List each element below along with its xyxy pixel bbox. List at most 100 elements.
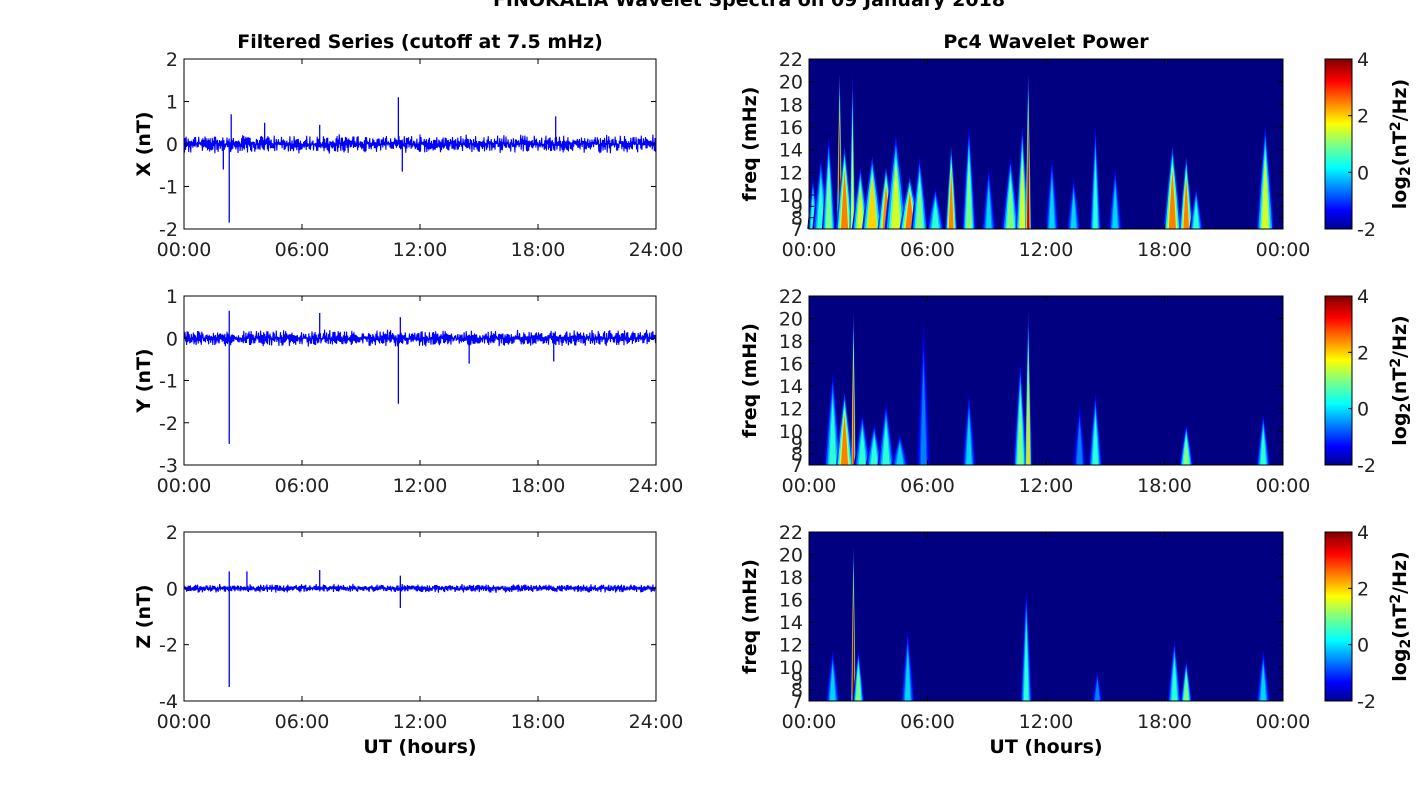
colorbar-gradient <box>1324 58 1353 230</box>
heatmap-event <box>867 177 877 229</box>
y-tick-label: 18 <box>779 567 803 589</box>
y-tick-label: 10 <box>779 421 803 443</box>
heatmap-event <box>948 170 954 229</box>
y-tick-label: 20 <box>779 309 803 331</box>
heatmap-event <box>1023 620 1029 701</box>
colorbar-label-part: log <box>1389 176 1411 209</box>
colorbar-label-part: log <box>1389 413 1411 446</box>
y-tick-label: 12 <box>779 399 803 421</box>
x-tick-label: 00:00 <box>157 475 212 497</box>
y-tick-label: 22 <box>779 49 803 71</box>
colorbar-label-part: (nT <box>1389 131 1411 166</box>
heatmap-event <box>1017 391 1024 465</box>
heatmap-event <box>1260 664 1267 701</box>
heatmap-event <box>896 443 904 465</box>
heatmap-event <box>1168 170 1176 229</box>
heatmap-event <box>829 399 837 465</box>
x-tick-label: 00:00 <box>782 475 837 497</box>
colorbar-tick-label: 4 <box>1357 522 1369 544</box>
heatmap-background <box>809 59 1283 229</box>
heatmap-event <box>1092 413 1099 465</box>
heatmap-event <box>1193 199 1199 229</box>
heatmap-event <box>1027 118 1030 229</box>
heatmap-event <box>1026 355 1030 465</box>
x-tick-label: 12:00 <box>1019 711 1074 733</box>
colorbar-label-part: /Hz) <box>1389 551 1411 594</box>
y-tick-label: 16 <box>779 117 803 139</box>
y-axis-label: freq (mHz) <box>739 87 761 202</box>
series-panel-y: -3 -2 -1 0 1 00:00 06:00 12:00 18:00 24:00 Y (nT) <box>133 286 683 497</box>
right-xaxis-label: UT (hours) <box>989 736 1102 758</box>
heatmap-event <box>856 664 861 701</box>
colorbar-tick-label: 2 <box>1357 342 1369 364</box>
colorbar-label-part: 2 <box>1388 358 1404 368</box>
x-tick-label: 00:00 <box>782 239 837 261</box>
colorbar-label-part: (nT <box>1389 604 1411 639</box>
x-tick-label: 24:00 <box>629 239 684 261</box>
y-tick-label: 0 <box>166 578 178 600</box>
y-tick-label: 9 <box>791 668 803 690</box>
figure-suptitle: FINOKALIA Wavelet Spectra on 09 January … <box>493 0 1005 11</box>
y-tick-label: 2 <box>166 49 178 71</box>
heatmap-event <box>1019 155 1026 229</box>
heatmap-event <box>852 355 855 465</box>
y-tick-label: 2 <box>166 522 178 544</box>
colorbar-tick-label: 2 <box>1357 578 1369 600</box>
heatmap-event <box>1112 184 1118 229</box>
y-tick-label: -1 <box>159 177 178 199</box>
x-tick-label: 00:00 <box>782 711 837 733</box>
y-tick-label: 8 <box>791 444 803 466</box>
x-tick-label: 12:00 <box>393 711 448 733</box>
x-tick-label: 12:00 <box>1019 475 1074 497</box>
y-tick-label: 16 <box>779 354 803 376</box>
series-line <box>183 329 657 347</box>
x-tick-label: 00:00 <box>1256 711 1311 733</box>
y-tick-label: 1 <box>166 92 178 114</box>
colorbar-tick-label: -2 <box>1357 691 1376 713</box>
y-tick-label: 10 <box>779 185 803 207</box>
colorbar-gradient <box>1324 531 1353 702</box>
x-tick-label: 12:00 <box>1019 239 1074 261</box>
colorbar-label: log2(nT2/Hz) <box>1388 79 1414 209</box>
x-tick-label: 12:00 <box>393 475 448 497</box>
colorbar-label: log2(nT2/Hz) <box>1388 315 1414 445</box>
x-tick-label: 00:00 <box>1256 239 1311 261</box>
y-tick-label: 22 <box>779 522 803 544</box>
colorbar-label-part: (nT <box>1389 368 1411 403</box>
y-tick-label: -4 <box>159 691 178 713</box>
y-tick-label: 18 <box>779 331 803 353</box>
x-tick-label: 06:00 <box>275 475 330 497</box>
y-axis-label: freq (mHz) <box>739 323 761 438</box>
axes-frame <box>183 531 657 702</box>
x-tick-label: 06:00 <box>900 711 955 733</box>
heatmap-event <box>858 428 866 465</box>
heatmap-event <box>1183 671 1189 701</box>
heatmap-event <box>829 664 836 701</box>
x-tick-label: 18:00 <box>1137 239 1192 261</box>
y-tick-label: 20 <box>779 72 803 94</box>
y-tick-label: 14 <box>779 612 803 634</box>
axes-frame <box>183 295 657 466</box>
series-line <box>183 583 657 593</box>
y-axis-label: X (nT) <box>133 111 155 176</box>
heatmap-event <box>891 162 901 229</box>
heatmap-event <box>1049 177 1055 229</box>
y-tick-label: 1 <box>166 286 178 308</box>
heatmap-event <box>1183 435 1190 465</box>
heatmap-event <box>840 413 849 465</box>
series-line <box>183 134 657 154</box>
y-tick-label: 9 <box>791 432 803 454</box>
colorbar-tick-label: 4 <box>1357 49 1369 71</box>
heatmap-event <box>825 162 832 229</box>
y-tick-label: 16 <box>779 590 803 612</box>
colorbar-label-part: 2 <box>1398 166 1414 176</box>
colorbar-tick-label: 0 <box>1357 399 1369 421</box>
y-tick-label: -1 <box>159 371 178 393</box>
heatmap-event <box>1171 657 1178 701</box>
heatmap-event <box>852 591 855 701</box>
